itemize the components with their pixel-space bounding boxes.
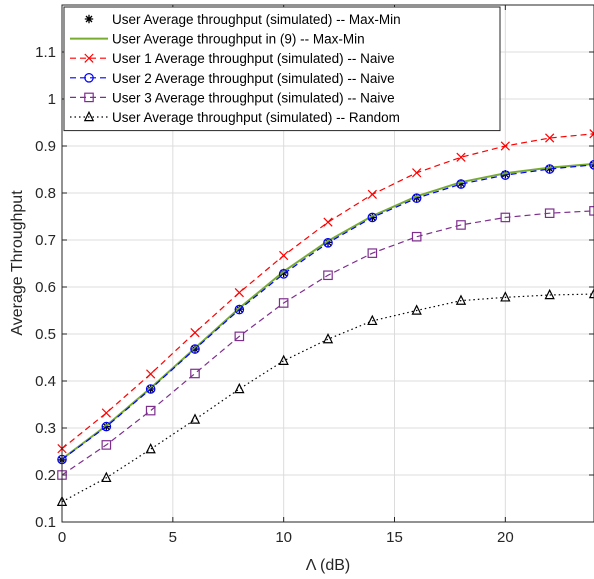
legend-label: User 3 Average throughput (simulated) --…: [112, 90, 395, 105]
y-tick-label: 0.2: [35, 467, 56, 484]
y-tick-label: 0.6: [35, 279, 56, 296]
series-4-point: [456, 179, 466, 189]
legend: User Average throughput (simulated) -- M…: [63, 6, 501, 132]
series-6-point: [145, 443, 156, 454]
series-4-line: [61, 164, 594, 460]
series-3-point: [589, 129, 594, 139]
series-4-point: [323, 238, 333, 248]
y-ticks: 0.1 0.2 0.3 0.4 0.5 0.6 0.7 0.8 0.9 1 1.1: [35, 44, 594, 531]
x-tick-label: 15: [386, 529, 403, 546]
series-3-point: [279, 250, 289, 261]
y-tick-label: 0.4: [35, 373, 56, 390]
series-5-point: [500, 212, 511, 223]
legend-item-6: User Average throughput (simulated) -- R…: [70, 110, 400, 125]
series-3-point: [456, 152, 466, 162]
legend-marker: [84, 14, 94, 24]
legend-marker: [84, 92, 94, 103]
x-tick-label: 10: [275, 529, 292, 546]
legend-item-3: User 1 Average throughput (simulated) --…: [70, 51, 395, 66]
series-2: [61, 162, 594, 460]
series-6-point: [588, 287, 594, 299]
series-3-point: [101, 408, 111, 418]
series-4: [57, 160, 594, 465]
x-tick-label: 0: [58, 529, 66, 546]
legend-item-5: User 3 Average throughput (simulated) --…: [70, 90, 395, 105]
x-tick-label: 5: [169, 529, 177, 546]
series-2-line: [61, 162, 594, 460]
legend-item-1: User Average throughput (simulated) -- M…: [84, 12, 401, 27]
y-tick-label: 1.1: [35, 44, 56, 61]
series-1-point: [456, 179, 466, 188]
series-4-point: [278, 269, 289, 279]
series-6-point: [411, 304, 422, 315]
legend-marker: [84, 73, 94, 83]
legend-label: User Average throughput (simulated) -- R…: [112, 110, 400, 125]
series-6-line: [61, 293, 594, 503]
series-5-point: [456, 220, 466, 230]
series-5-point: [190, 368, 200, 379]
y-tick-label: 1: [48, 91, 56, 108]
y-tick-label: 0.7: [35, 232, 56, 249]
legend-box: [63, 6, 501, 132]
y-tick-label: 0.1: [35, 514, 56, 531]
series-5-point: [234, 331, 245, 342]
series-6-point: [500, 291, 511, 302]
series-1-point: [279, 268, 288, 278]
series-4-point: [234, 304, 245, 315]
legend-label: User 1 Average throughput (simulated) --…: [112, 51, 395, 66]
legend-label: User Average throughput (simulated) -- M…: [112, 12, 401, 27]
series-3-point: [412, 168, 422, 178]
series-4-point: [411, 193, 422, 203]
y-tick-label: 0.3: [35, 420, 56, 437]
series-3-point: [545, 133, 555, 143]
series-3-point: [190, 327, 200, 338]
series-5: [57, 206, 594, 480]
series-5-line: [61, 210, 594, 476]
series-3-point: [367, 189, 377, 200]
series-4-point: [500, 170, 511, 180]
series-5-point: [323, 270, 333, 281]
legend-item-2: User Average throughput in (9) -- Max-Mi…: [70, 32, 365, 47]
x-axis-label: Λ (dB): [306, 557, 350, 574]
legend-marker: [83, 110, 95, 122]
series-5-point: [367, 248, 378, 258]
series-6-point: [189, 413, 201, 424]
y-tick-label: 0.5: [35, 326, 56, 343]
series-5-point: [544, 208, 555, 219]
legend-label: User 2 Average throughput (simulated) --…: [112, 71, 395, 86]
series-6-point: [101, 471, 112, 483]
series-6-point: [367, 314, 378, 326]
x-tick-label: 20: [497, 529, 514, 546]
series-4-point: [367, 212, 378, 223]
series-4-point: [544, 164, 555, 174]
series-5-point: [278, 298, 289, 308]
series-4-point: [145, 384, 156, 394]
series-5-point: [101, 440, 112, 450]
series-6-point: [544, 288, 555, 300]
series-6-point: [234, 382, 245, 394]
series-3-point: [234, 288, 244, 298]
legend-marker: [84, 53, 94, 63]
y-tick-label: 0.9: [35, 138, 56, 155]
series-5-point: [145, 405, 156, 416]
series-group: [56, 129, 594, 506]
legend-label: User Average throughput in (9) -- Max-Mi…: [112, 32, 365, 47]
series-6-point: [322, 333, 334, 344]
series-3-point: [323, 217, 333, 227]
series-3-point: [146, 369, 156, 379]
series-6-point: [278, 354, 289, 365]
legend-item-4: User 2 Average throughput (simulated) --…: [70, 71, 395, 86]
plot-frame: [61, 4, 594, 523]
y-tick-label: 0.8: [35, 185, 56, 202]
series-5-point: [411, 231, 422, 242]
series-4-point: [101, 421, 112, 432]
series-6-point: [455, 294, 467, 305]
y-axis-label: Average Throughput: [9, 190, 26, 336]
series-3-point: [500, 141, 510, 151]
series-4-point: [190, 344, 200, 354]
